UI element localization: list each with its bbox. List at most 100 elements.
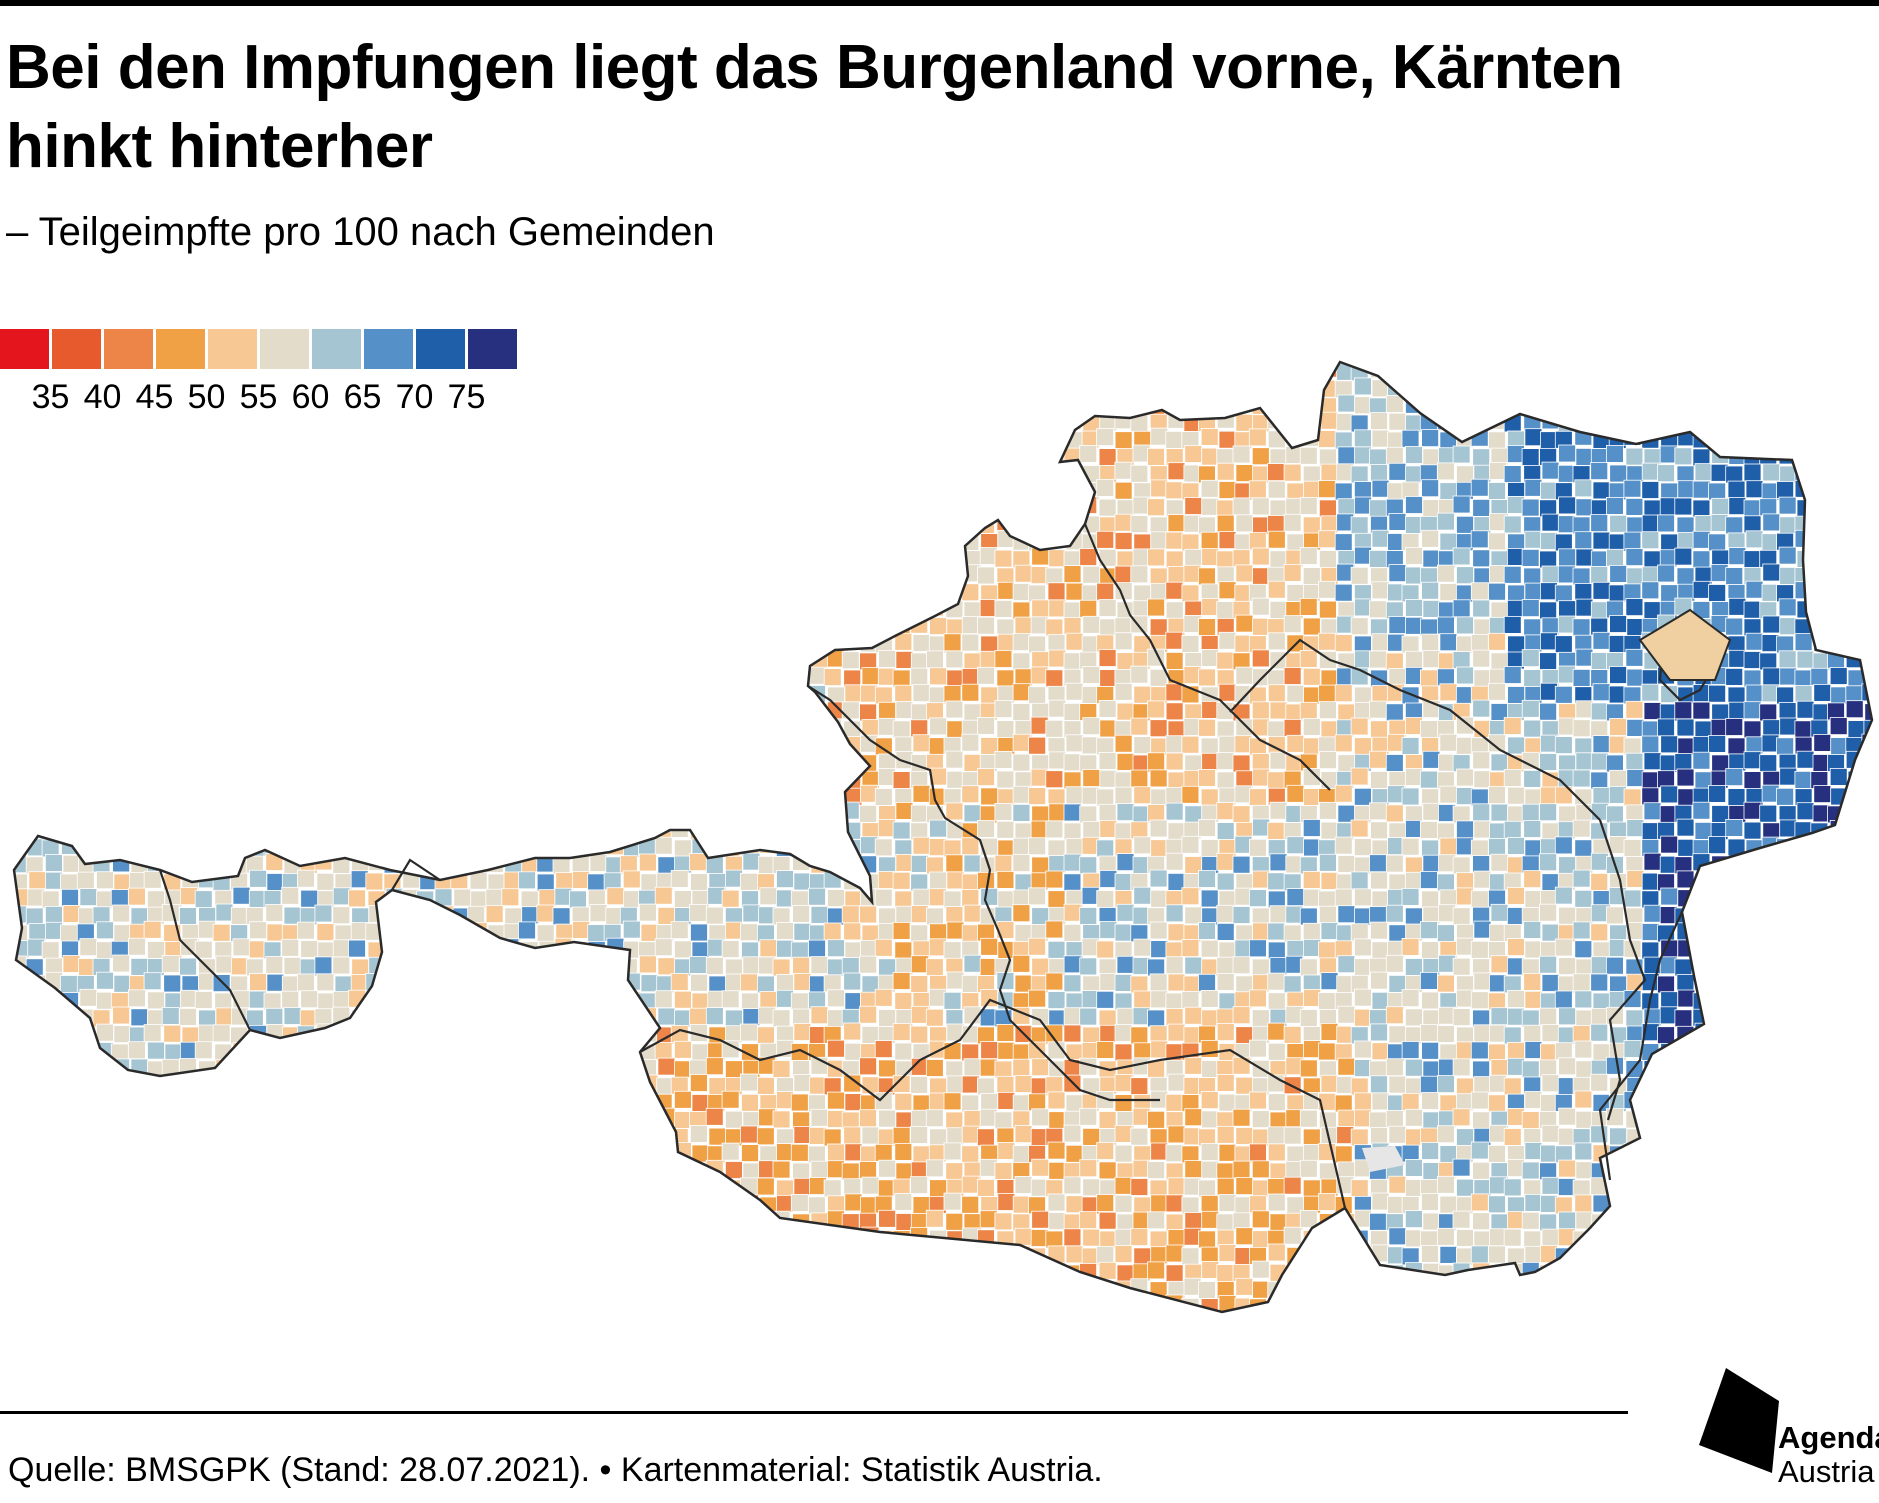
municipality-cell [1507,736,1525,755]
municipality-cell [1759,394,1778,413]
legend-threshold-label: 60 [291,378,330,416]
municipality-cell [25,598,44,617]
municipality-cell [606,584,625,603]
municipality-cell [1198,718,1216,737]
municipality-cell [300,531,319,550]
municipality-cell [977,465,995,484]
municipality-cell [1592,380,1611,399]
municipality-cell [1012,380,1031,399]
municipality-cell [1590,396,1609,415]
municipality-cell [434,822,453,841]
municipality-cell [929,414,947,433]
municipality-cell [402,1077,421,1096]
municipality-cell [1521,803,1540,822]
municipality-cell [1677,428,1696,447]
municipality-cell [721,686,740,705]
municipality-cell [1099,921,1118,939]
municipality-cell [263,431,282,449]
municipality-cell [926,907,944,926]
municipality-cell [1371,479,1390,498]
municipality-cell [1063,1007,1082,1026]
municipality-cell [45,618,63,637]
municipality-cell [1302,819,1321,837]
municipality-cell [707,584,725,603]
municipality-cell [1303,939,1321,957]
municipality-cell [874,888,893,907]
municipality-cell [874,838,893,857]
municipality-cell [790,531,809,550]
municipality-cell [1554,990,1573,1009]
municipality-cell [281,584,300,603]
municipality-cell [181,716,200,735]
municipality-cell [41,529,60,548]
municipality-cell [1235,363,1254,382]
legend-swatch [468,329,517,369]
municipality-cell [1232,956,1251,975]
municipality-cell [1692,1043,1711,1061]
municipality-cell [401,939,420,958]
municipality-cell [793,872,812,891]
municipality-cell [351,1060,370,1078]
municipality-cell [212,1074,231,1093]
municipality-cell [874,686,893,705]
municipality-cell [859,1005,877,1024]
municipality-cell [266,771,285,790]
municipality-cell [1147,1009,1165,1028]
municipality-cell [638,682,656,701]
municipality-cell [1232,393,1251,412]
municipality-cell [281,886,300,905]
municipality-cell [1283,513,1302,532]
municipality-cell [1762,1076,1781,1094]
municipality-cell [606,1093,625,1112]
municipality-cell [470,1092,489,1111]
municipality-cell [674,686,692,705]
municipality-cell [877,465,896,484]
municipality-cell [793,1074,812,1092]
municipality-cell [725,1025,743,1044]
municipality-cell [41,1092,60,1111]
municipality-cell [1184,956,1203,975]
municipality-cell [1181,635,1200,653]
legend-threshold-label: 65 [343,378,382,416]
municipality-cell [1778,907,1797,926]
municipality-cell [385,482,404,501]
municipality-cell [45,567,63,586]
municipality-cell [317,531,336,550]
municipality-cell [792,651,810,670]
municipality-cell [434,513,453,532]
municipality-cell [314,601,333,620]
municipality-cell [1456,887,1474,906]
municipality-cell [638,1094,656,1113]
municipality-cell [1676,362,1695,381]
municipality-cell [314,651,333,670]
municipality-cell [1708,1043,1726,1061]
municipality-cell [1248,480,1267,499]
municipality-cell [1609,514,1628,533]
municipality-cell [721,940,740,958]
municipality-cell [1572,769,1591,788]
municipality-cell [689,601,707,620]
municipality-cell [859,446,877,464]
municipality-cell [334,414,353,432]
municipality-cell [469,771,488,789]
municipality-cell [79,584,98,603]
municipality-cell [912,634,931,652]
municipality-cell [1725,768,1744,787]
municipality-cell [569,685,587,704]
municipality-cell [146,751,165,770]
municipality-cell [332,887,351,906]
legend-threshold-label: 35 [31,378,70,416]
municipality-cell [895,550,914,569]
municipality-cell [961,380,980,399]
municipality-cell [1267,972,1286,991]
municipality-cell [76,1026,95,1045]
municipality-cell [912,380,931,399]
municipality-cell [1198,668,1216,687]
municipality-cell [1657,564,1675,583]
municipality-cell [1371,685,1390,703]
municipality-cell [1847,515,1866,534]
municipality-cell [1286,836,1305,855]
municipality-cell [78,598,96,617]
municipality-cell [1302,717,1321,736]
municipality-cell [757,414,775,432]
